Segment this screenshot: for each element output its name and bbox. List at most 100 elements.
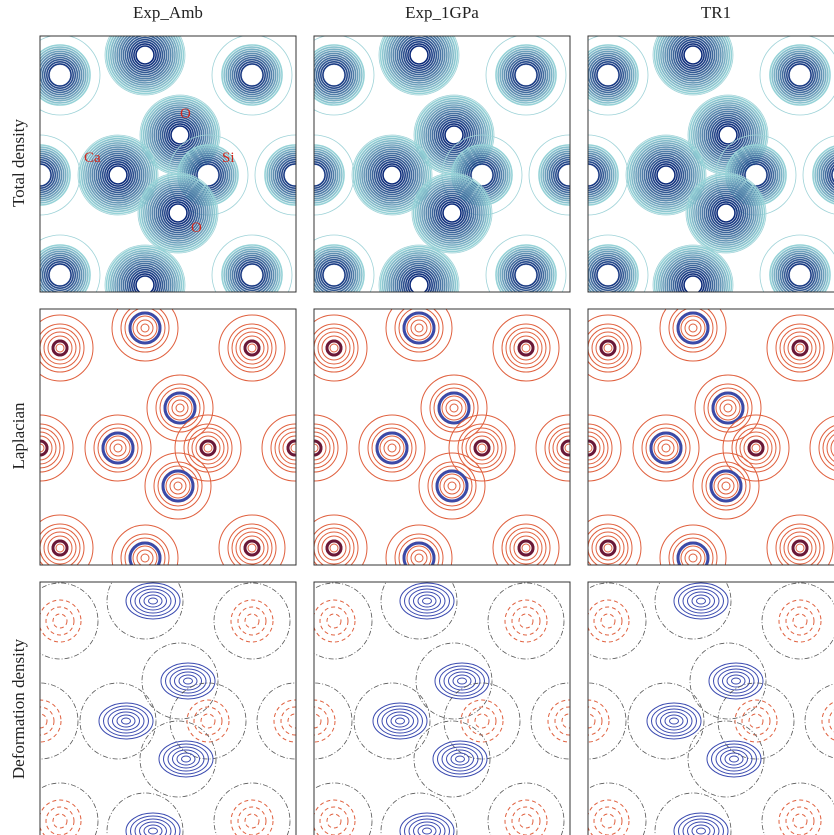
- contour: [592, 332, 624, 364]
- contour: [53, 541, 67, 555]
- contour: [444, 478, 460, 494]
- contours: [276, 563, 607, 835]
- contour: [440, 666, 485, 696]
- contour: [689, 324, 697, 332]
- contour: [176, 404, 184, 412]
- contour: [665, 715, 683, 727]
- contour: [805, 683, 834, 759]
- contour: [779, 800, 821, 835]
- contour: [545, 424, 593, 472]
- contour: [767, 515, 833, 581]
- contour: [652, 706, 697, 736]
- contour: [40, 528, 80, 568]
- contour: [506, 528, 546, 568]
- contour: [725, 753, 743, 765]
- contour: [238, 607, 266, 635]
- contour: [685, 320, 701, 336]
- contour: [85, 415, 151, 481]
- contours: [7, 295, 328, 591]
- contour: [22, 583, 98, 659]
- contour: [468, 707, 496, 735]
- contour: [592, 532, 624, 564]
- contour: [296, 783, 372, 835]
- contour: [44, 332, 76, 364]
- contour: [386, 295, 452, 361]
- atom-label: Si: [222, 150, 235, 166]
- contour: [112, 295, 178, 361]
- contours: [0, 15, 335, 325]
- contour: [685, 550, 701, 566]
- nucleus: [685, 47, 701, 63]
- contour: [829, 707, 834, 735]
- contour: [553, 432, 585, 464]
- contour: [248, 344, 256, 352]
- nucleus: [444, 205, 460, 221]
- contour: [214, 783, 290, 835]
- contour: [779, 600, 821, 642]
- contour: [438, 744, 483, 774]
- contour: [435, 663, 489, 699]
- panel: [550, 563, 834, 835]
- contour: [674, 583, 728, 619]
- contour: [296, 583, 372, 659]
- contour: [601, 341, 615, 355]
- contour: [245, 614, 259, 628]
- contour: [39, 800, 81, 835]
- contour: [174, 482, 182, 490]
- contour: [709, 663, 763, 699]
- contour: [450, 404, 458, 412]
- contour: [281, 707, 309, 735]
- nucleus: [446, 127, 462, 143]
- contour: [170, 478, 186, 494]
- panel: [7, 295, 328, 591]
- contour: [327, 814, 341, 828]
- contour: [655, 563, 731, 639]
- contour: [236, 532, 268, 564]
- contour: [458, 678, 467, 684]
- panel-frame: [588, 309, 834, 565]
- contour: [776, 324, 824, 372]
- contour: [400, 583, 454, 619]
- row-title: Laplacian: [9, 402, 28, 470]
- contour: [786, 607, 814, 635]
- contour: [752, 444, 760, 452]
- nucleus: [598, 65, 618, 85]
- contour: [506, 328, 546, 368]
- row-title: Deformation density: [9, 638, 28, 779]
- contour: [478, 444, 486, 452]
- contour: [780, 328, 820, 368]
- contour: [784, 332, 816, 364]
- contour: [135, 589, 171, 613]
- contour: [53, 614, 67, 628]
- contours: [281, 295, 602, 591]
- contour: [415, 554, 423, 562]
- contour: [722, 482, 730, 490]
- contours: [550, 563, 834, 835]
- contour: [679, 586, 724, 616]
- contour: [354, 683, 430, 759]
- contour: [793, 614, 807, 628]
- contour: [594, 607, 622, 635]
- contour: [742, 707, 770, 735]
- panel: [0, 15, 335, 325]
- contour: [80, 683, 156, 759]
- contour: [110, 440, 126, 456]
- contour: [519, 814, 533, 828]
- nucleus: [658, 167, 674, 183]
- contour: [604, 544, 612, 552]
- contour: [588, 328, 628, 368]
- contour: [575, 315, 641, 381]
- contour: [562, 714, 576, 728]
- contour: [245, 341, 259, 355]
- nucleus: [790, 65, 810, 85]
- contour: [313, 600, 355, 642]
- contour: [446, 400, 462, 416]
- contour: [279, 432, 311, 464]
- contour: [381, 563, 457, 639]
- contour: [793, 814, 807, 828]
- contour: [228, 324, 276, 372]
- contour: [670, 718, 679, 724]
- contour: [512, 607, 540, 635]
- contour: [588, 528, 628, 568]
- contour: [411, 550, 427, 566]
